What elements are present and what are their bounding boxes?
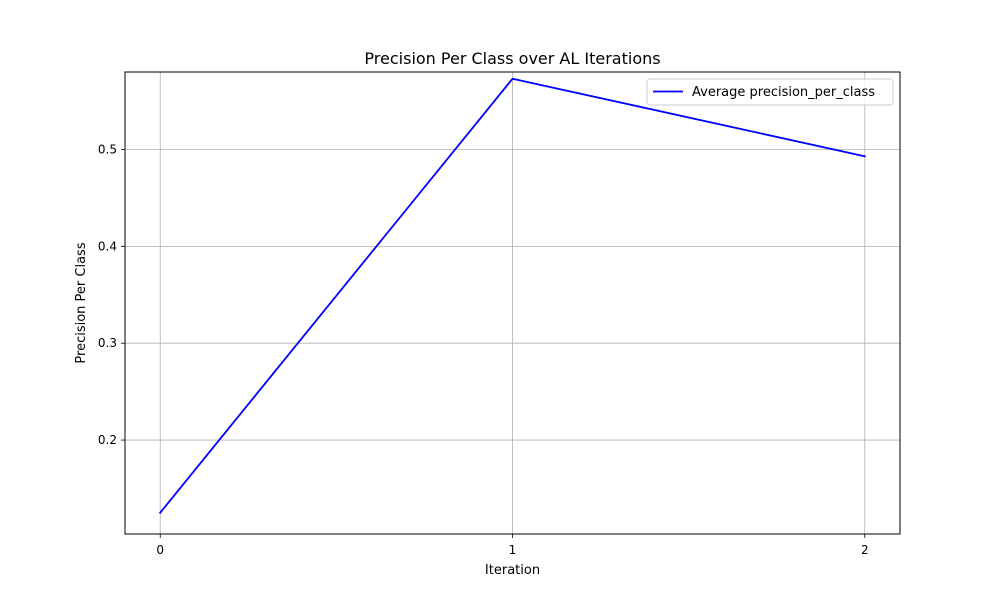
- y-axis-label: Precision Per Class: [74, 242, 89, 363]
- chart-title: Precision Per Class over AL Iterations: [364, 49, 660, 68]
- legend-label: Average precision_per_class: [692, 85, 875, 100]
- y-tick-label: 0.4: [98, 239, 117, 253]
- grid-lines: [125, 72, 900, 534]
- x-axis-label: Iteration: [485, 563, 540, 578]
- series-layer: [158, 77, 866, 514]
- x-tick-label: 0: [156, 543, 164, 557]
- legend: Average precision_per_class: [646, 78, 894, 106]
- legend-box: [646, 78, 894, 106]
- axis-ticks: 0 1 2 0.2 0.3 0.4 0.5: [98, 142, 869, 557]
- x-tick-label: 2: [861, 543, 869, 557]
- series-line: [158, 77, 866, 514]
- x-tick-label: 1: [509, 543, 517, 557]
- y-tick-label: 0.2: [98, 433, 117, 447]
- y-tick-label: 0.5: [98, 142, 117, 156]
- y-tick-label: 0.3: [98, 336, 117, 350]
